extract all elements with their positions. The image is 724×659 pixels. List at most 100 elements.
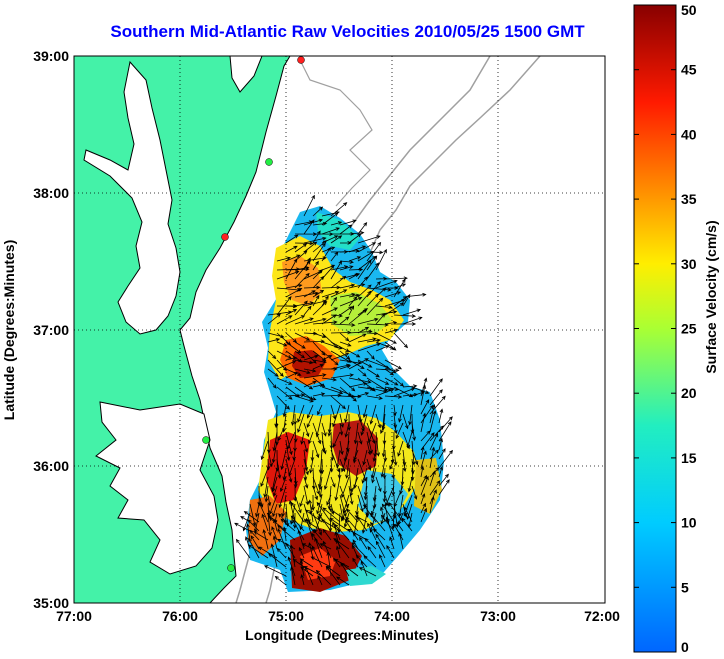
velocity-arrow bbox=[290, 404, 296, 427]
velocity-arrow bbox=[285, 332, 298, 343]
velocity-arrow bbox=[278, 485, 287, 509]
velocity-arrow bbox=[310, 556, 332, 568]
velocity-arrow bbox=[402, 316, 423, 325]
velocity-arrow bbox=[285, 458, 293, 483]
velocity-arrow bbox=[312, 294, 320, 307]
velocity-arrow bbox=[369, 512, 386, 532]
velocity-arrow bbox=[332, 404, 341, 428]
velocity-arrow bbox=[438, 416, 453, 433]
velocity-arrow bbox=[315, 569, 332, 586]
velocity-arrow bbox=[375, 310, 398, 316]
velocity-arrow bbox=[438, 473, 449, 487]
velocity-arrow bbox=[339, 422, 344, 436]
velocity-arrow bbox=[303, 219, 315, 235]
velocity-arrow bbox=[404, 506, 413, 523]
velocity-arrow bbox=[314, 537, 323, 559]
velocity-arrow bbox=[366, 422, 376, 445]
velocity-arrow bbox=[411, 449, 419, 466]
velocity-arrow bbox=[290, 501, 305, 523]
velocity-arrow bbox=[297, 404, 305, 423]
velocity-arrow bbox=[339, 306, 353, 316]
velocity-arrow bbox=[303, 354, 319, 361]
velocity-arrow bbox=[301, 543, 314, 550]
velocity-arrow bbox=[429, 496, 435, 514]
velocity-arrow bbox=[384, 359, 403, 370]
velocity-arrow bbox=[357, 392, 370, 397]
velocity-arrow bbox=[312, 289, 325, 298]
velocity-arrow bbox=[420, 475, 429, 496]
velocity-arrow bbox=[293, 467, 298, 486]
velocity-arrow bbox=[357, 337, 377, 343]
velocity-arrow bbox=[357, 326, 370, 334]
velocity-arrow bbox=[375, 345, 390, 352]
velocity-arrow bbox=[402, 384, 418, 388]
velocity-arrow bbox=[289, 544, 296, 568]
velocity-arrow bbox=[277, 422, 287, 442]
velocity-arrow bbox=[290, 515, 305, 532]
radar-station-marker bbox=[221, 233, 229, 241]
velocity-arrow bbox=[312, 422, 322, 445]
velocity-arrow bbox=[267, 512, 272, 537]
colorbar-tick-label: 0 bbox=[681, 639, 689, 655]
velocity-arrow bbox=[312, 275, 325, 289]
velocity-arrow bbox=[308, 499, 314, 523]
velocity-arrow bbox=[285, 234, 299, 244]
velocity-arrow bbox=[406, 503, 413, 520]
velocity-arrow bbox=[290, 566, 296, 586]
velocity-arrow bbox=[348, 305, 355, 316]
velocity-arrow bbox=[285, 304, 298, 309]
velocity-arrow bbox=[339, 440, 344, 456]
velocity-arrow bbox=[420, 399, 430, 415]
velocity-arrow bbox=[303, 256, 327, 262]
x-tick-label: 76:00 bbox=[162, 608, 198, 624]
velocity-arrow bbox=[294, 317, 314, 325]
velocity-arrow bbox=[339, 283, 356, 289]
velocity-arrow bbox=[375, 332, 397, 344]
velocity-arrow bbox=[294, 272, 310, 289]
velocity-arrow bbox=[330, 265, 349, 271]
velocity-arrow bbox=[321, 314, 337, 325]
velocity-arrow bbox=[294, 377, 314, 390]
bathymetry-contour bbox=[299, 59, 373, 207]
velocity-arrow bbox=[348, 358, 369, 370]
velocity-arrow bbox=[285, 287, 303, 298]
velocity-arrow bbox=[330, 449, 340, 473]
velocity-arrow bbox=[276, 386, 293, 400]
velocity-arrow bbox=[235, 538, 251, 559]
velocity-arrow bbox=[315, 413, 323, 438]
velocity-arrow bbox=[339, 350, 351, 360]
velocity-arrow bbox=[411, 485, 418, 500]
velocity-arrow bbox=[353, 449, 359, 461]
velocity-arrow bbox=[276, 458, 282, 479]
velocity-arrow bbox=[366, 431, 373, 455]
velocity-arrow bbox=[330, 221, 343, 226]
velocity-arrow bbox=[294, 350, 306, 359]
velocity-arrow bbox=[340, 562, 359, 577]
velocity-arrow bbox=[380, 512, 386, 525]
velocity-arrow bbox=[276, 350, 292, 359]
velocity-arrow bbox=[299, 512, 305, 531]
velocity-arrow bbox=[391, 467, 396, 479]
colorbar-tick-label: 40 bbox=[681, 126, 697, 142]
velocity-arrow bbox=[384, 377, 399, 386]
velocity-arrow bbox=[366, 395, 383, 400]
velocity-arrow bbox=[312, 485, 319, 501]
velocity-arrow bbox=[312, 392, 326, 397]
velocity-arrow bbox=[330, 275, 347, 289]
velocity-arrow bbox=[285, 254, 301, 262]
velocity-arrow bbox=[321, 355, 333, 361]
velocity-arrow bbox=[339, 458, 346, 473]
velocity-arrow bbox=[308, 522, 323, 532]
velocity-arrow bbox=[267, 377, 277, 389]
velocity-arrow bbox=[358, 567, 377, 577]
velocity-arrow bbox=[347, 528, 368, 541]
velocity-arrow bbox=[330, 395, 346, 410]
velocity-arrow bbox=[303, 368, 317, 373]
velocity-arrow bbox=[357, 235, 381, 244]
velocity-arrow bbox=[285, 283, 303, 289]
velocity-arrow bbox=[323, 467, 332, 490]
velocity-arrow bbox=[327, 422, 332, 437]
velocity-arrow bbox=[321, 295, 329, 307]
colorbar-tick-label: 20 bbox=[681, 385, 697, 401]
velocity-arrow bbox=[266, 458, 271, 471]
